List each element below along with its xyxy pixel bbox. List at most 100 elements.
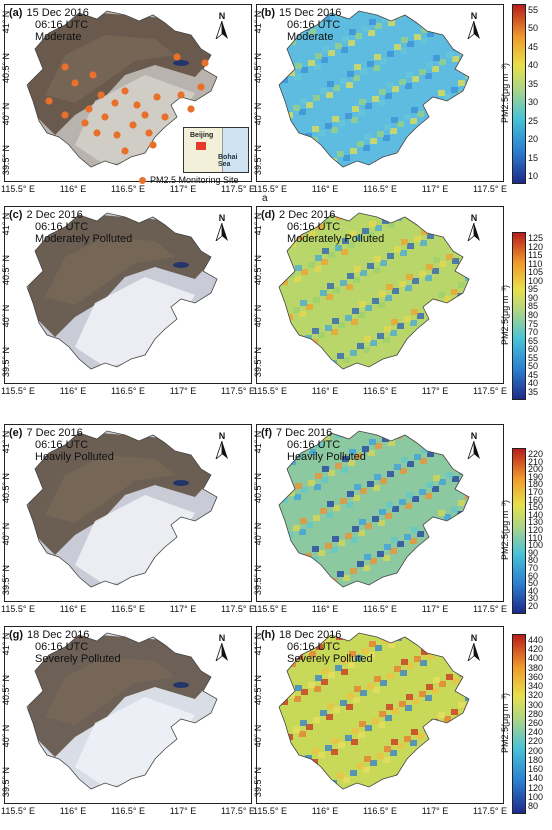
north-label: N	[218, 213, 226, 223]
panel-date: 2 Dec 2016	[26, 209, 83, 221]
colorbar-tick-label: 80	[528, 555, 539, 566]
y-tick-label: 41° N	[253, 10, 263, 34]
colorbar-tick-label: 110	[528, 258, 543, 269]
colorbar-tick-label: 280	[528, 708, 544, 719]
y-tick-label: 39.5° N	[253, 144, 263, 176]
x-tick-label: 116.5° E	[111, 806, 145, 816]
beijing-map	[278, 10, 470, 168]
monitoring-site-marker	[61, 111, 69, 119]
monitoring-site-marker	[121, 87, 129, 95]
monitoring-site-marker	[89, 71, 97, 79]
colorbar-tick-label: 200	[528, 745, 544, 756]
panel-letter: (h)	[261, 629, 276, 641]
monitoring-site-marker	[133, 101, 141, 109]
x-tick-label: 115.5° E	[253, 806, 287, 816]
x-tick-label: 116° E	[311, 386, 339, 396]
colorbar-tick-label: 50	[528, 578, 539, 589]
colorbar-tick-label: 240	[528, 727, 544, 738]
north-label: N	[470, 431, 478, 441]
y-tick-label: 40° N	[1, 522, 11, 546]
x-tick-label: 116.5° E	[363, 604, 397, 614]
x-tick-label: 116° E	[59, 604, 87, 614]
colorbar-tick-label: 45	[528, 369, 539, 380]
map-panel-h: (h) 18 Dec 2016 06:16 UTC Severely Polluted…	[256, 626, 504, 804]
colorbar-tick-label: 180	[528, 479, 544, 490]
arrow-icon	[215, 643, 228, 661]
map-panel-f: (f) 7 Dec 2016 06:16 UTC Heavily Polluted N	[256, 424, 504, 602]
map-panel-a: (a) 15 Dec 2016 06:16 UTC Moderate N Beijing B…	[4, 4, 252, 185]
panel-level: Severely Polluted	[35, 653, 121, 665]
x-axis-ticks: 115.5° E 116° E 116.5° E 117° E 117.5° E	[1, 386, 255, 396]
colorbar-tick-label: 10	[528, 171, 539, 181]
monitoring-site-marker	[177, 91, 185, 99]
beijing-map	[26, 632, 218, 790]
panel-time: 06:16 UTC	[35, 439, 89, 451]
panel-level: Moderately Polluted	[287, 233, 385, 245]
x-tick-label: 115.5° E	[1, 184, 35, 194]
y-tick-label: 39.5° N	[1, 766, 11, 798]
panel-title: (a) 15 Dec 2016 06:16 UTC Moderate	[9, 7, 89, 43]
colorbar-tick-label: 300	[528, 699, 544, 710]
y-tick-label: 39.5° N	[1, 346, 11, 378]
x-tick-label: 116.5° E	[111, 604, 145, 614]
panel-time: 06:16 UTC	[287, 641, 341, 653]
monitoring-site-marker	[149, 141, 157, 149]
colorbar-label: PM2.5(μg m⁻³)	[500, 63, 510, 123]
monitoring-site-marker	[161, 113, 169, 121]
stray-label: a	[262, 193, 268, 204]
y-tick-label: 40.5° N	[253, 472, 263, 504]
colorbar-tick-label: 50	[528, 23, 539, 34]
colorbar-tick-label: 105	[528, 267, 544, 278]
x-tick-label: 117.5° E	[473, 604, 507, 614]
colorbar-tick-label: 80	[528, 801, 539, 811]
x-tick-label: 116° E	[311, 184, 339, 194]
y-tick-label: 40° N	[1, 304, 11, 328]
x-axis-ticks: 115.5° E 116° E 116.5° E 117° E 117.5° E	[253, 184, 507, 194]
x-tick-label: 117° E	[421, 386, 449, 396]
panel-time: 06:16 UTC	[287, 221, 341, 233]
x-tick-label: 115.5° E	[253, 184, 287, 194]
colorbar	[512, 4, 526, 184]
x-tick-label: 117.5° E	[221, 184, 255, 194]
colorbar	[512, 232, 526, 400]
monitoring-site-marker	[113, 131, 121, 139]
monitoring-site-marker	[101, 113, 109, 121]
colorbar-tick-label: 210	[528, 456, 544, 467]
x-tick-label: 117.5° E	[221, 386, 255, 396]
y-axis-ticks: 41° N 40.5° N 40° N 39.5° N	[0, 206, 12, 384]
colorbar-tick-label: 400	[528, 653, 544, 664]
y-tick-label: 41° N	[253, 632, 263, 656]
monitoring-site-marker	[173, 53, 181, 61]
colorbar-tick-label: 40	[528, 378, 539, 389]
monitoring-site-marker	[197, 83, 205, 91]
y-tick-label: 39.5° N	[253, 766, 263, 798]
colorbar-tick-label: 130	[528, 517, 544, 528]
x-tick-label: 116° E	[59, 184, 87, 194]
x-tick-label: 117° E	[421, 184, 449, 194]
panel-date: 18 Dec 2016	[279, 629, 342, 641]
x-axis-ticks: 115.5° E 116° E 116.5° E 117° E 117.5° E	[253, 386, 507, 396]
colorbar-tick-label: 110	[528, 532, 543, 543]
colorbar-tick-label: 30	[528, 593, 539, 604]
colorbar-tick-label: 220	[528, 736, 544, 747]
monitoring-site-marker	[141, 111, 149, 119]
beijing-map	[278, 430, 470, 588]
colorbar-tick-label: 360	[528, 671, 544, 682]
colorbar-tick-label: 420	[528, 644, 544, 655]
panel-title: (f) 7 Dec 2016 06:16 UTC Heavily Polluted	[261, 427, 366, 463]
panel-level: Moderate	[287, 31, 334, 43]
x-tick-label: 117.5° E	[221, 806, 255, 816]
panel-letter: (b)	[261, 7, 276, 19]
colorbar-tick-label: 60	[528, 344, 539, 355]
colorbar-tick-label: 45	[528, 41, 539, 52]
colorbar-tick-label: 95	[528, 284, 539, 295]
north-label: N	[470, 213, 478, 223]
y-tick-label: 41° N	[1, 632, 11, 656]
x-tick-label: 116.5° E	[363, 386, 397, 396]
colorbar-tick-label: 20	[528, 134, 539, 145]
y-tick-label: 40.5° N	[253, 674, 263, 706]
north-label: N	[218, 431, 226, 441]
y-tick-label: 40.5° N	[1, 52, 11, 84]
y-tick-label: 40° N	[1, 102, 11, 126]
x-tick-label: 116.5° E	[363, 184, 397, 194]
